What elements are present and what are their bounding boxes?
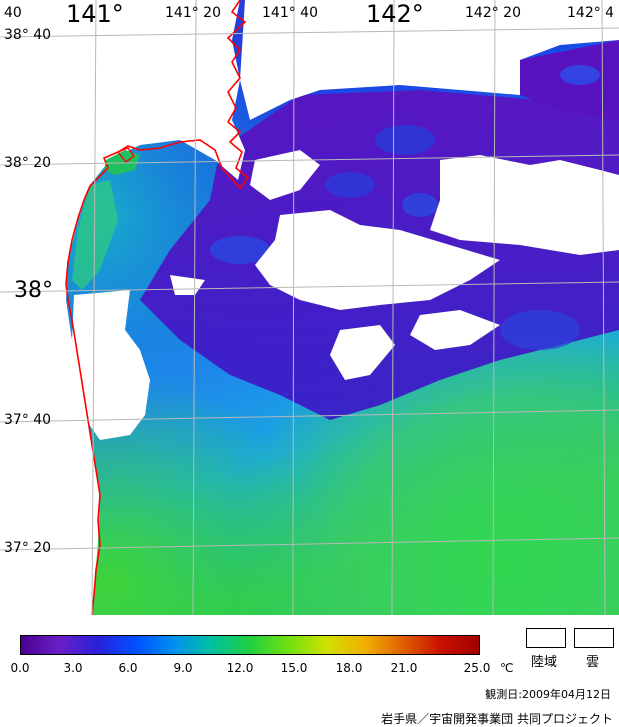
cloud-area <box>240 0 619 120</box>
temperature-unit: ℃ <box>500 661 514 675</box>
lon-label: 141° 20 <box>165 5 221 21</box>
colorbar-tick: 12.0 <box>226 661 254 675</box>
cloud-swatch <box>574 628 614 648</box>
cloud-area <box>430 155 619 255</box>
land-label: 陸域 <box>531 655 558 670</box>
observation-date: 観測日:2009年04月12日 <box>485 688 611 701</box>
warm-patch <box>560 65 600 85</box>
coastal-green-patch <box>104 150 140 175</box>
lat-label: 38° <box>14 278 53 303</box>
warm-patch <box>325 172 375 198</box>
colorbar-tick: 3.0 <box>63 661 83 675</box>
lon-label: 142° <box>366 0 424 28</box>
colorbar-tick: 21.0 <box>390 661 418 675</box>
colorbar-tick: 18.0 <box>335 661 363 675</box>
lon-label: 142° 20 <box>465 5 521 21</box>
warm-patch <box>402 193 438 217</box>
cloud-area <box>250 150 320 200</box>
cloud-area <box>330 325 395 380</box>
cloud-label: 雲 <box>586 655 600 670</box>
lon-label: 141° <box>66 0 124 28</box>
warm-patch <box>500 310 580 350</box>
lon-label: 142° 4 <box>567 5 615 21</box>
cloud-area <box>410 310 500 350</box>
warm-patch <box>210 236 270 264</box>
colorbar-tick: 25.0 <box>463 661 491 675</box>
sst-map: 40 141° 141° 20 141° 40 142° 142° 20 142… <box>0 0 619 615</box>
legend: 0.0 3.0 6.0 9.0 12.0 15.0 18.0 21.0 25.0… <box>0 615 619 726</box>
warm-patch <box>375 125 435 155</box>
lat-label: 38° 40 <box>4 27 52 43</box>
coastline-islet <box>116 147 135 163</box>
land-area <box>0 0 245 615</box>
sst-map-svg <box>0 0 619 615</box>
lat-label: 37° 40 <box>4 412 52 428</box>
graticule <box>0 0 619 615</box>
lat-label: 37° 20 <box>4 540 52 556</box>
colorbar-tick: 15.0 <box>280 661 308 675</box>
credit-line: 岩手県／宇宙開発事業団 共同プロジェクト <box>381 712 613 726</box>
lon-label: 141° 40 <box>262 5 318 21</box>
corner-label: 40 <box>4 5 22 21</box>
land-swatch <box>526 628 566 648</box>
colorbar-tick: 6.0 <box>118 661 138 675</box>
coastal-green-strip <box>72 180 118 290</box>
colorbar-tick: 0.0 <box>10 661 30 675</box>
temperature-colorbar <box>20 635 480 655</box>
cloud-area <box>170 275 205 295</box>
cloud-area <box>72 290 150 440</box>
lat-label: 38° 20 <box>4 155 52 171</box>
colorbar-tick: 9.0 <box>173 661 193 675</box>
